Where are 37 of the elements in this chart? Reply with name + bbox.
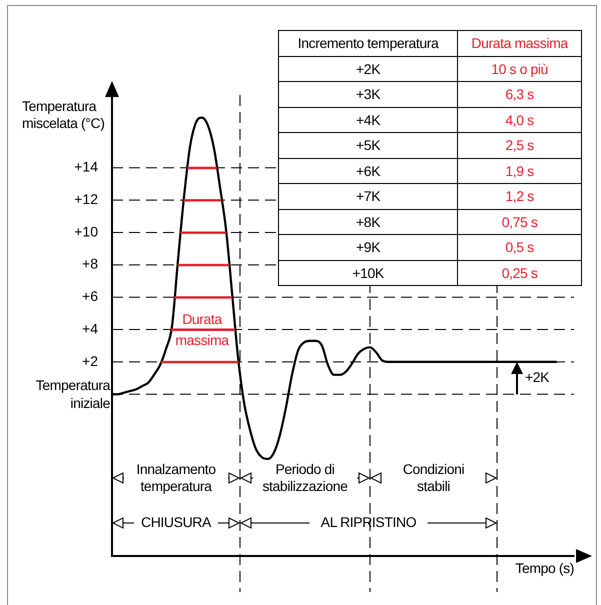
text: Temperatura iniziale xyxy=(34,376,110,412)
y-tick-label: +14 xyxy=(74,158,98,175)
text: +2K xyxy=(278,56,458,82)
y-axis-title: Temperatura miscelata (°C) xyxy=(22,98,106,132)
annotation: 0,75 s xyxy=(458,209,582,234)
y-tick-label: +6 xyxy=(82,288,98,304)
annotation: Periodo di stabilizzazione xyxy=(261,461,349,495)
annotation: 0,25 s xyxy=(458,260,582,286)
annotation: Durata massima xyxy=(174,310,230,350)
text: Incremento temperatura xyxy=(278,30,458,56)
annotation: AL RIPRISTINO xyxy=(320,514,418,531)
annotation: 2,5 s xyxy=(458,132,582,158)
annotation: +3K xyxy=(278,82,458,107)
annotation: +9K xyxy=(278,234,458,260)
annotation: +8K xyxy=(278,209,458,234)
y-tick-label: +2 xyxy=(82,352,98,369)
y-tick-label: +10 xyxy=(74,223,98,240)
annotation: 1,2 s xyxy=(458,184,582,209)
y-tick-label: +4 xyxy=(82,320,98,336)
annotation: Innalzamento temperatura xyxy=(135,461,217,495)
annotation: 6,3 s xyxy=(458,82,582,107)
text: Durata massima xyxy=(458,30,582,56)
annotation: +7K xyxy=(278,184,458,209)
annotation: +6K xyxy=(278,158,458,184)
y-tick-label: +12 xyxy=(74,191,98,207)
annotation: 0,5 s xyxy=(458,234,582,260)
annotation: 1,9 s xyxy=(458,158,582,184)
annotation: CHIUSURA xyxy=(140,514,212,531)
annotation: +4K xyxy=(278,107,458,132)
y-tick-label: +8 xyxy=(82,256,98,272)
annotation: 4,0 s xyxy=(458,107,582,132)
x-axis-title: Tempo (s) xyxy=(514,560,574,577)
annotation: +10K xyxy=(278,260,458,286)
annotation: +2K xyxy=(525,369,550,386)
annotation: Condizioni stabili xyxy=(402,461,466,495)
text: 10 s o più xyxy=(458,56,582,82)
annotation: +5K xyxy=(278,132,458,158)
